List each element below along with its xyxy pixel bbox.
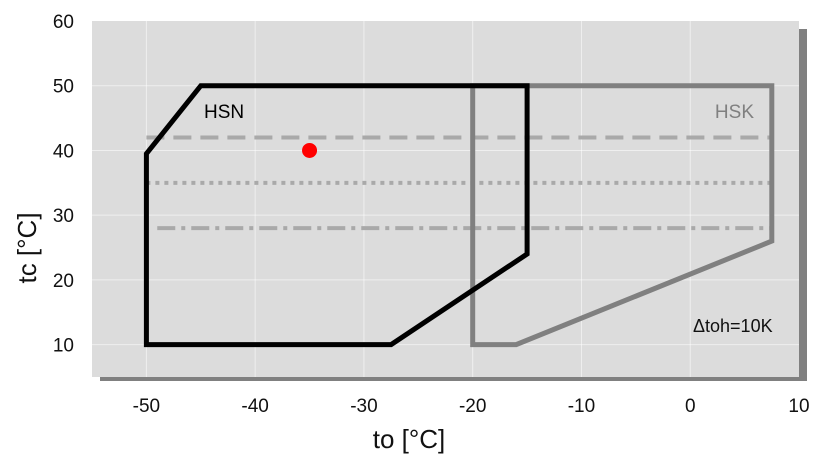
x-tick-label: -30 (350, 396, 377, 417)
x-tick-label: -20 (459, 396, 486, 417)
x-tick-label: -50 (133, 396, 160, 417)
x-tick-label: -10 (568, 396, 595, 417)
y-tick-label: 50 (53, 77, 74, 98)
operating-point-marker (302, 142, 318, 158)
region-label-hsk: HSK (715, 102, 754, 123)
marker-layer (302, 142, 318, 158)
regions (143, 83, 775, 348)
plot-area (92, 21, 799, 377)
x-tick-label: 0 (685, 396, 696, 417)
y-tick-label: 30 (53, 206, 74, 227)
region-outline-hsk (470, 83, 775, 348)
y-tick-labels: 10 20 30 40 50 60 (53, 12, 74, 357)
region-outline-hsn (143, 83, 530, 348)
region-label-hsn: HSN (204, 102, 244, 123)
y-axis-title: tc [°C] (12, 212, 42, 283)
y-tick-label: 40 (53, 141, 74, 162)
y-tick-label: 60 (53, 12, 74, 33)
annotation-delta-toh: Δtoh=10K (693, 316, 773, 336)
x-tick-labels: -50 -40 -30 -20 -10 0 10 (133, 396, 810, 417)
y-tick-label: 10 (53, 336, 74, 357)
x-axis-title: to [°C] (373, 424, 446, 454)
x-tick-label: 10 (788, 396, 809, 417)
reference-lines (146, 135, 772, 231)
x-tick-label: -40 (241, 396, 268, 417)
y-tick-label: 20 (53, 271, 74, 292)
